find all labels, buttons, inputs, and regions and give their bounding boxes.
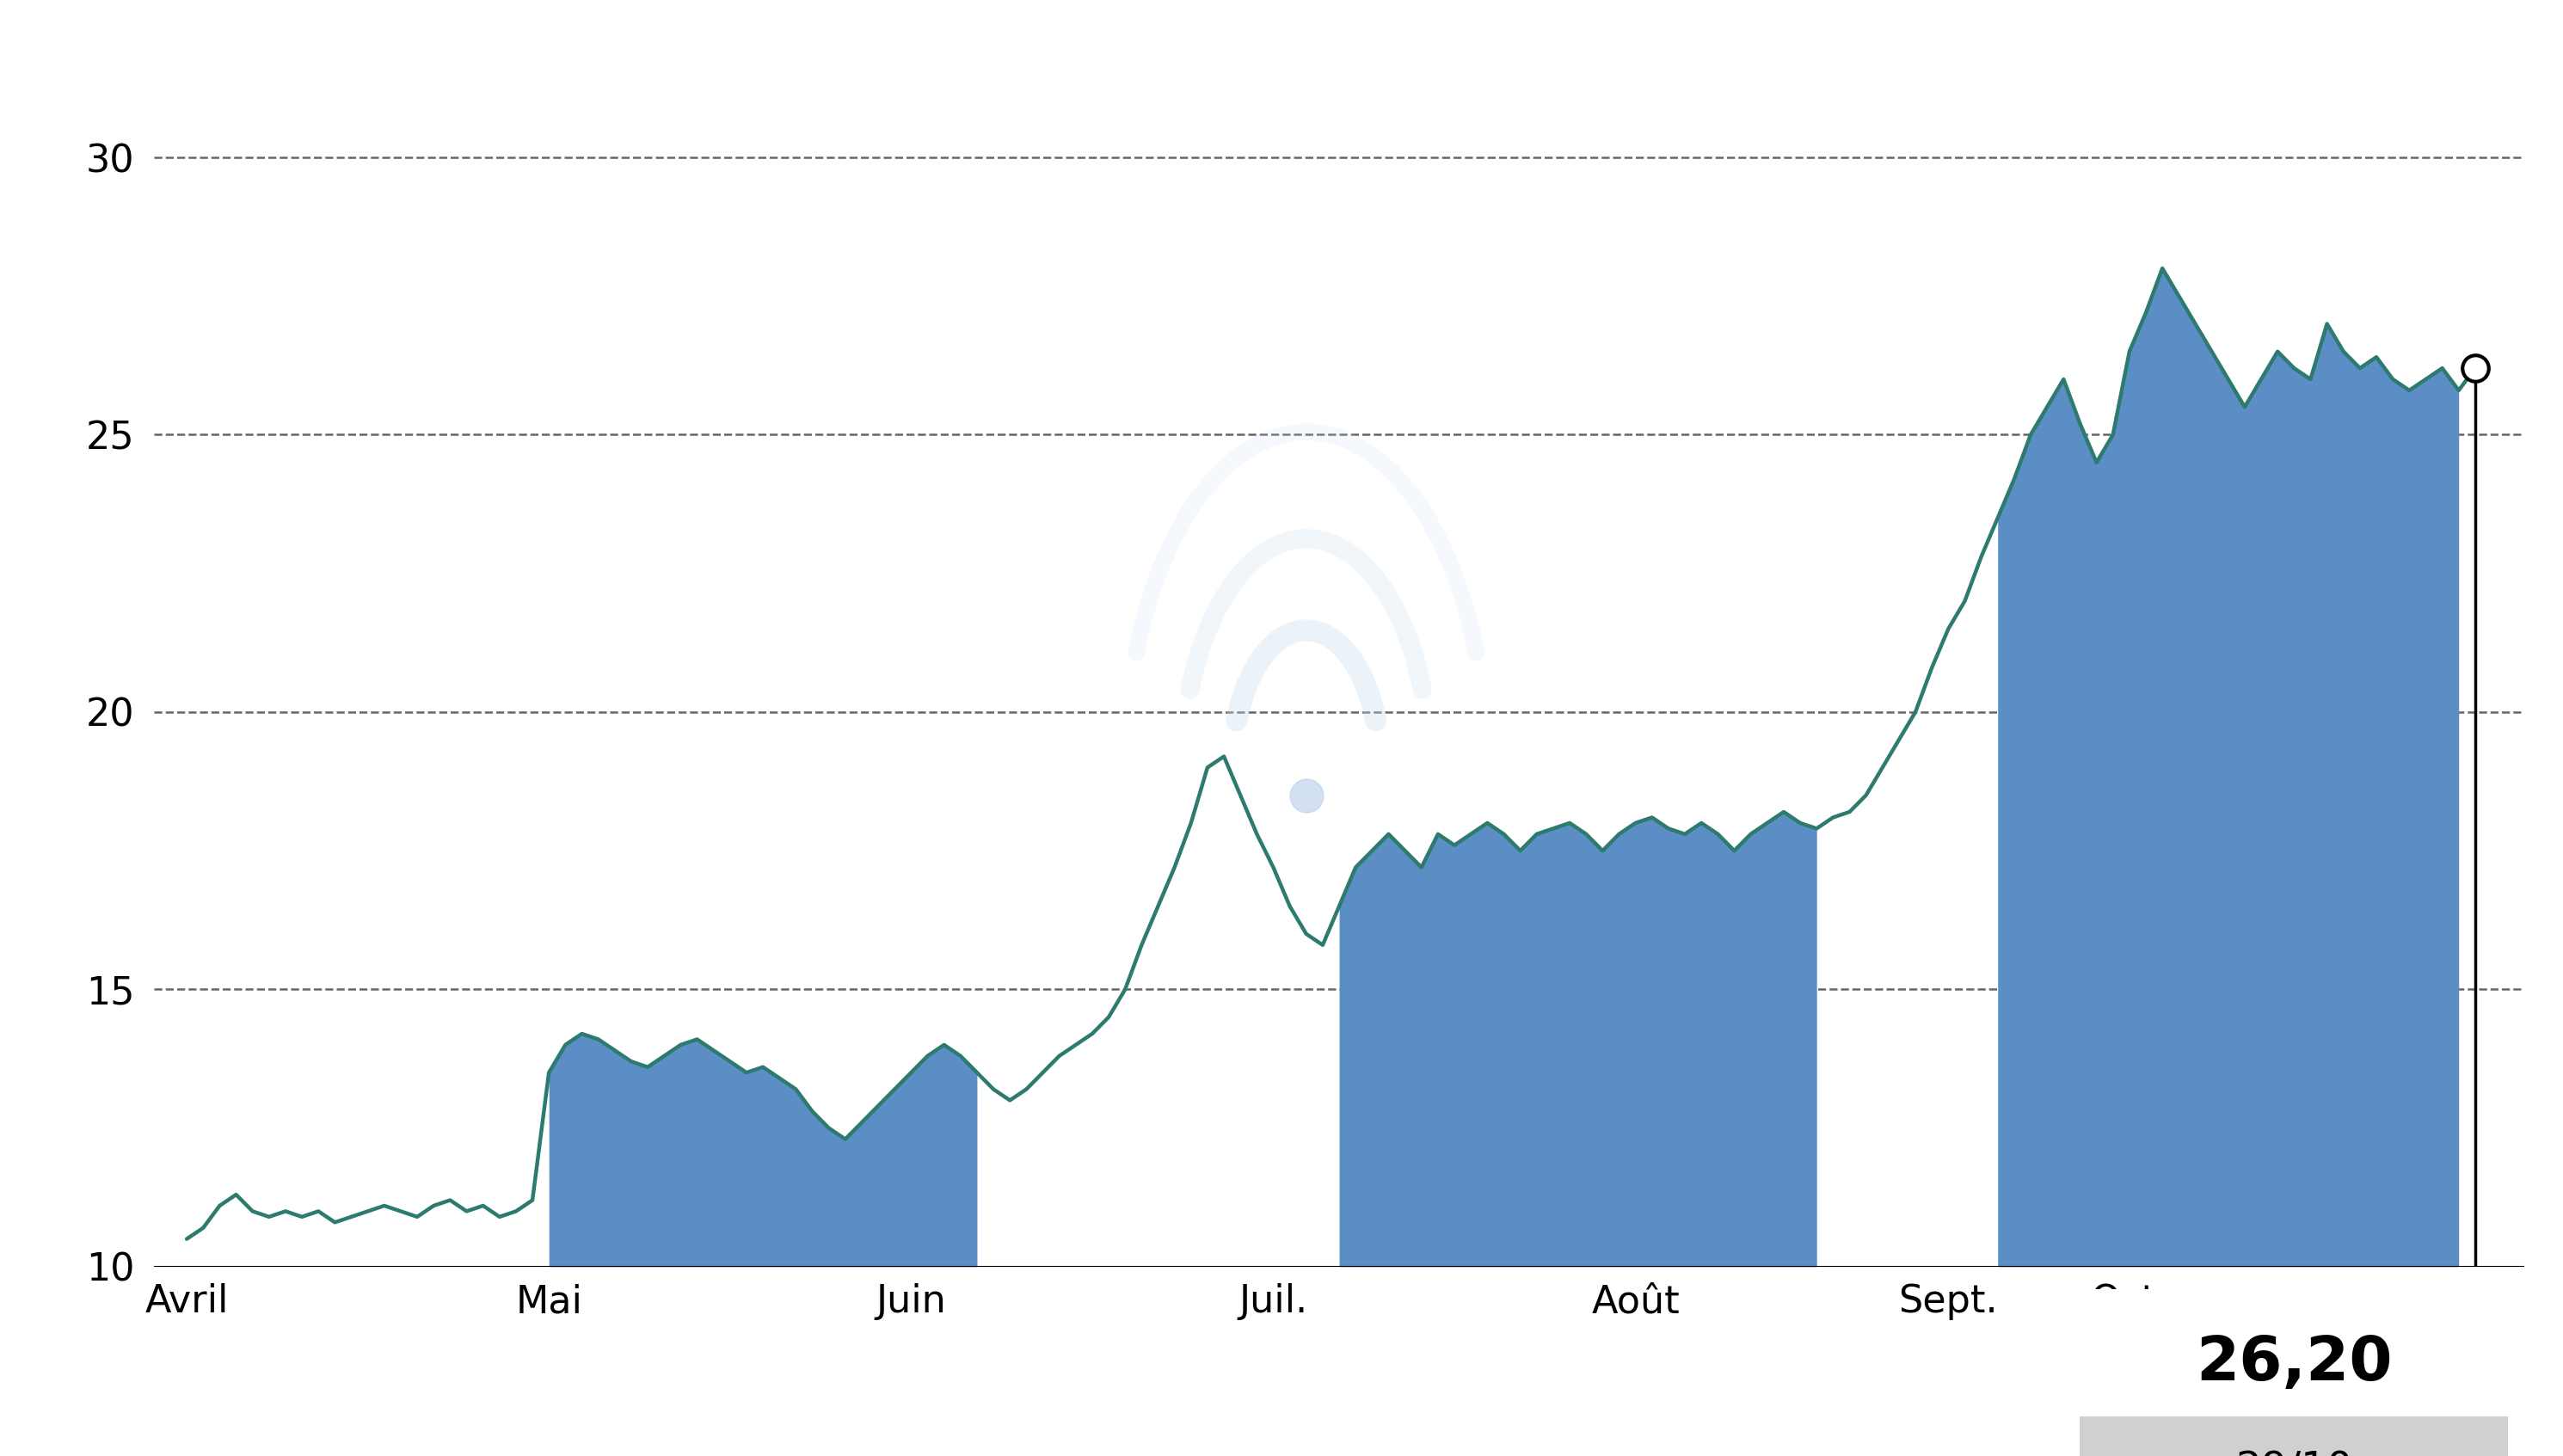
Text: 26,20: 26,20 bbox=[2196, 1334, 2391, 1393]
Bar bbox=[2081, 1289, 2509, 1433]
Bar bbox=[2081, 1417, 2509, 1456]
Text: STIF: STIF bbox=[1192, 12, 1371, 83]
Text: 29/10: 29/10 bbox=[2235, 1450, 2353, 1456]
